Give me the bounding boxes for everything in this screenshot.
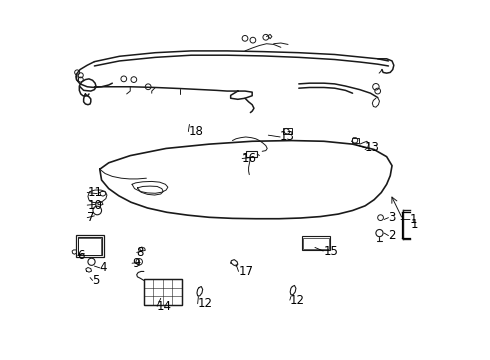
Text: 17: 17: [239, 265, 253, 278]
Bar: [246, 151, 257, 157]
Bar: [283, 128, 292, 134]
Text: 16: 16: [242, 152, 257, 165]
Text: 2: 2: [389, 229, 396, 242]
Text: 13: 13: [280, 130, 295, 144]
Text: 5: 5: [93, 274, 100, 287]
Bar: [144, 279, 181, 305]
Bar: [144, 279, 181, 305]
Text: 1: 1: [411, 218, 418, 231]
Text: 15: 15: [323, 244, 338, 257]
Bar: [302, 236, 330, 250]
Text: 1: 1: [410, 213, 417, 226]
Text: 14: 14: [157, 300, 172, 313]
Bar: [78, 238, 101, 255]
Text: 7: 7: [87, 211, 95, 224]
Text: 10: 10: [87, 199, 102, 212]
Text: 8: 8: [137, 246, 144, 259]
Text: 11: 11: [87, 186, 102, 199]
Bar: [303, 238, 329, 249]
Bar: [76, 235, 104, 257]
Text: 12: 12: [197, 297, 213, 310]
Text: 4: 4: [100, 261, 107, 274]
Text: 9: 9: [132, 257, 140, 270]
Text: 12: 12: [290, 294, 305, 307]
Text: 13: 13: [365, 141, 380, 154]
Text: 18: 18: [188, 125, 203, 138]
Bar: [77, 237, 102, 255]
Text: 3: 3: [389, 211, 396, 224]
Text: 6: 6: [77, 249, 85, 262]
Bar: [351, 138, 359, 143]
